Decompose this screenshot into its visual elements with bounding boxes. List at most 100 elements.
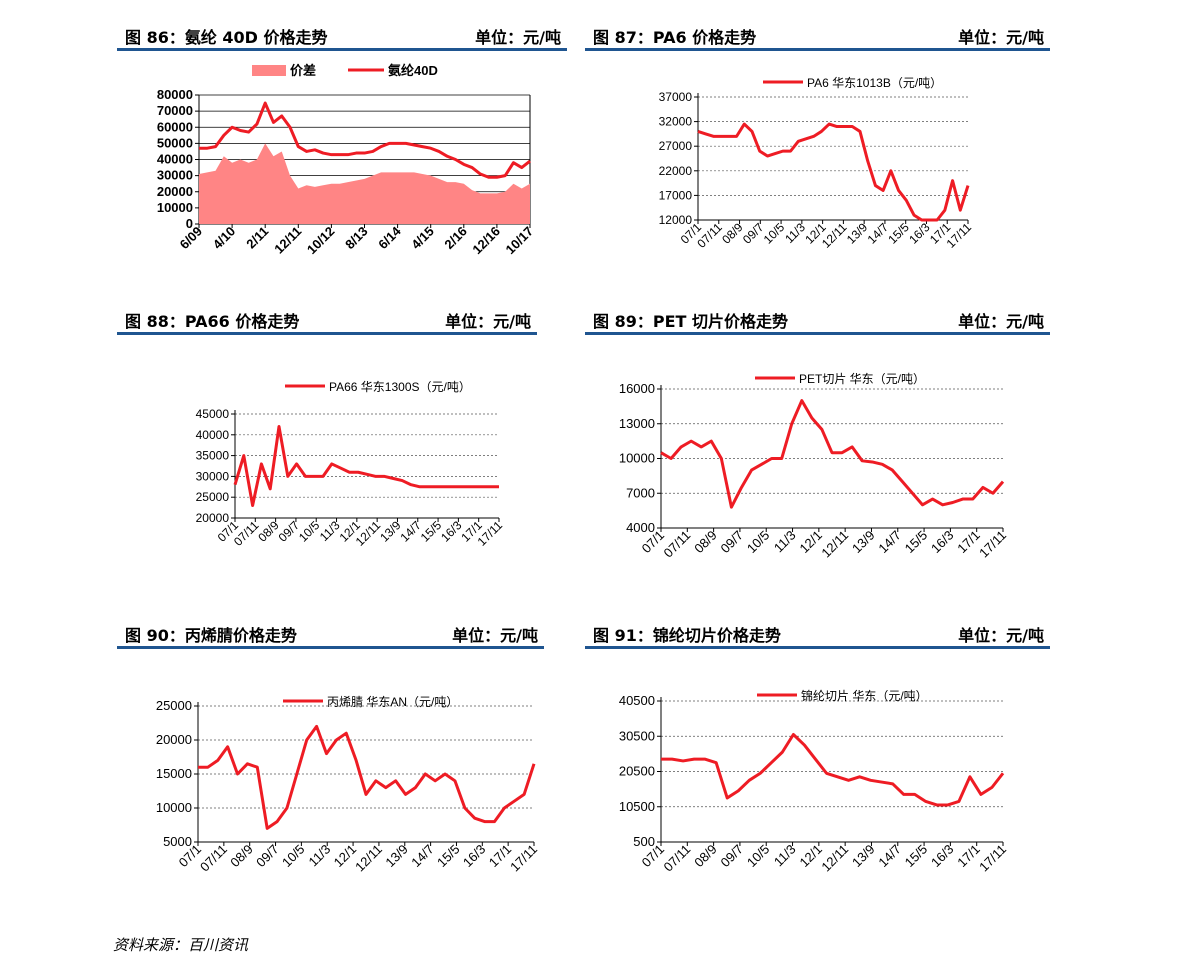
x-tick-label: 11/3: [782, 220, 808, 246]
legend-label: PET切片 华东（元/吨）: [799, 372, 925, 386]
y-tick-label: 15000: [156, 766, 192, 781]
x-tick-label: 16/3: [928, 528, 957, 557]
y-tick-label: 45000: [196, 407, 230, 421]
x-tick-label: 08/9: [691, 528, 720, 557]
x-tick-label: 10/5: [279, 842, 308, 871]
fig86-title: 图 86：氨纶 40D 价格走势: [125, 28, 328, 47]
y-tick-label: 20500: [619, 764, 655, 779]
series-line: [697, 122, 970, 222]
header-fig91: 图 91：锦纶切片价格走势 单位：元/吨: [585, 606, 1050, 649]
x-tick-label: 13/9: [844, 220, 871, 247]
y-tick-label: 7000: [626, 485, 655, 500]
y-tick-label: 22000: [659, 164, 693, 178]
fig88-header-rule: [117, 332, 537, 335]
y-tick-label: 25000: [156, 698, 192, 713]
fig89-unit: 单位：元/吨: [958, 312, 1044, 331]
x-tick-label: 2/11: [243, 224, 271, 252]
legend-swatch-area: [252, 65, 286, 76]
header-fig86: 图 86：氨纶 40D 价格走势 单位：元/吨: [117, 8, 567, 51]
x-tick-label: 15/5: [902, 528, 931, 557]
x-tick-label: 12/11: [271, 224, 304, 257]
x-tick-label: 11/3: [771, 528, 799, 556]
x-tick-label: 10/5: [744, 842, 773, 871]
y-tick-label: 10000: [157, 200, 193, 215]
header-fig88: 图 88：PA66 价格走势 单位：元/吨: [117, 292, 537, 335]
x-tick-label: 12/16: [469, 224, 503, 258]
source-note: 资料来源：百川资讯: [113, 936, 249, 954]
fig91-unit: 单位：元/吨: [958, 626, 1044, 645]
y-tick-label: 16000: [619, 381, 655, 396]
x-tick-label: 10/12: [304, 224, 338, 258]
x-tick-label: 17/11: [944, 220, 975, 251]
legend-label: 锦纶切片 华东（元/吨）: [801, 689, 928, 703]
y-tick-label: 30000: [196, 469, 230, 483]
y-tick-label: 20000: [157, 184, 193, 199]
chart-pa6: 12000170002200027000320003700007/107/110…: [659, 76, 975, 251]
y-tick-label: 12000: [659, 213, 693, 227]
series-line: [660, 399, 1005, 509]
series-line: [199, 101, 531, 179]
x-tick-label: 6/09: [177, 224, 206, 253]
x-tick-label: 11/3: [306, 842, 334, 870]
y-tick-label: 27000: [659, 139, 693, 153]
y-tick-label: 60000: [157, 119, 193, 134]
x-tick-label: 17/11: [976, 528, 1009, 561]
x-tick-label: 09/7: [718, 528, 747, 557]
header-fig87: 图 87：PA6 价格走势 单位：元/吨: [585, 8, 1050, 51]
fig86-unit: 单位：元/吨: [475, 28, 561, 47]
y-tick-label: 0: [186, 216, 193, 231]
x-tick-label: 13/9: [849, 842, 878, 871]
x-tick-label: 2/16: [441, 224, 470, 253]
x-tick-label: 16/3: [906, 220, 933, 247]
legend-label: PA6 华东1013B（元/吨）: [807, 76, 942, 90]
x-tick-label: 6/14: [375, 223, 404, 252]
x-tick-label: 10/17: [503, 224, 537, 258]
x-tick-label: 12/11: [352, 842, 385, 875]
x-tick-label: 07/11: [660, 842, 693, 875]
x-tick-label: 16/3: [460, 842, 489, 871]
x-tick-label: 14/7: [875, 842, 904, 871]
y-tick-label: 70000: [157, 103, 193, 118]
x-tick-label: 17/11: [976, 842, 1009, 875]
x-tick-label: 13/9: [382, 842, 411, 871]
chart-acrylonitrile: 50001000015000200002500007/107/1108/909/…: [156, 695, 540, 875]
y-tick-label: 35000: [196, 449, 230, 463]
x-tick-label: 4/10: [210, 224, 239, 253]
fig86-header-rule: [117, 48, 567, 51]
y-tick-label: 40500: [619, 693, 655, 708]
x-tick-label: 14/7: [865, 220, 892, 247]
fig87-title: 图 87：PA6 价格走势: [593, 28, 757, 47]
x-tick-label: 17/11: [507, 842, 540, 875]
x-tick-label: 15/5: [434, 842, 463, 871]
y-tick-label: 17000: [659, 188, 693, 202]
x-tick-label: 08/9: [227, 842, 256, 871]
x-tick-label: 13/9: [849, 528, 878, 557]
y-tick-label: 4000: [626, 520, 655, 535]
y-tick-label: 10000: [619, 451, 655, 466]
y-tick-label: 30500: [619, 728, 655, 743]
fig89-header-rule: [585, 332, 1050, 335]
x-tick-label: 07/11: [660, 528, 693, 561]
legend-label: 丙烯腈 华东AN（元/吨）: [327, 695, 458, 709]
y-tick-label: 10000: [156, 800, 192, 815]
x-tick-label: 09/7: [718, 842, 747, 871]
fig90-header-rule: [117, 646, 544, 649]
y-tick-label: 37000: [659, 90, 693, 104]
x-tick-label: 08/9: [719, 220, 746, 247]
y-tick-label: 80000: [157, 87, 193, 102]
x-tick-label: 15/5: [885, 220, 912, 247]
x-tick-label: 11/3: [771, 842, 799, 870]
fig91-title: 图 91：锦纶切片价格走势: [593, 626, 781, 645]
y-tick-label: 25000: [196, 490, 230, 504]
y-tick-label: 10500: [619, 799, 655, 814]
y-tick-label: 13000: [619, 416, 655, 431]
fig91-header-rule: [585, 646, 1050, 649]
y-tick-label: 5000: [163, 834, 192, 849]
x-tick-label: 14/7: [408, 842, 437, 871]
fig87-unit: 单位：元/吨: [958, 28, 1044, 47]
header-fig89: 图 89：PET 切片价格走势 单位：元/吨: [585, 292, 1050, 335]
series-line: [233, 424, 499, 508]
y-tick-label: 20000: [196, 511, 230, 525]
y-tick-label: 40000: [196, 428, 230, 442]
